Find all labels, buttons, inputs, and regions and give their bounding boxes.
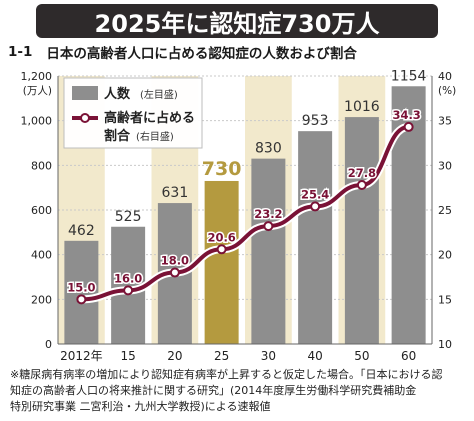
right-tick-label: 20 <box>438 249 452 262</box>
figure-number: 1-1 <box>8 44 33 60</box>
left-tick-label: 800 <box>31 159 52 172</box>
line-value-label: 34.3 <box>392 108 420 122</box>
line-point <box>123 285 134 296</box>
right-tick-label: 35 <box>438 115 452 128</box>
left-tick-label: 600 <box>31 204 52 217</box>
footnote-line: 知症の高齢者人口の将来推計に関する研究」(2014年度厚生労働科学研究費補助金 <box>10 384 417 397</box>
bar-value-label: 462 <box>68 223 95 239</box>
x-tick-label: 25 <box>214 349 229 363</box>
bar <box>344 117 379 344</box>
right-axis-unit: (%) <box>438 85 456 97</box>
bar <box>298 131 333 344</box>
x-tick-label: 60 <box>401 349 416 363</box>
left-tick-label: 1,000 <box>21 115 53 128</box>
footnote: ※糖尿病有病率の増加により認知症有病率が上昇すると仮定した場合。「日本における認… <box>10 367 468 415</box>
legend-bar-swatch <box>72 86 98 100</box>
left-axis-unit: (万人) <box>23 85 52 97</box>
left-tick-label: 200 <box>31 293 52 306</box>
left-tick-label: 400 <box>31 249 52 262</box>
bar-value-label: 730 <box>202 158 242 180</box>
bar <box>251 158 286 344</box>
line-value-label: 27.8 <box>348 166 376 180</box>
line-point <box>216 244 227 255</box>
left-tick-label: 0 <box>45 338 52 351</box>
legend-bar-note: (左目盛) <box>140 88 178 101</box>
line-point <box>263 221 274 232</box>
line-point <box>169 267 180 278</box>
footnote-line: 特別研究事業 二宮利治・九州大学教授)による速報値 <box>10 400 271 413</box>
line-value-label: 23.2 <box>254 207 282 221</box>
bar-value-label: 1016 <box>344 99 380 115</box>
right-tick-label: 25 <box>438 204 452 217</box>
line-point <box>356 179 367 190</box>
line-point <box>403 121 414 132</box>
bar <box>204 180 239 344</box>
x-tick-label: 30 <box>261 349 276 363</box>
line-value-label: 20.6 <box>207 230 235 244</box>
legend-bar-label: 人数 <box>104 86 131 102</box>
x-tick-label: 40 <box>307 349 322 363</box>
bar <box>64 240 99 344</box>
right-tick-label: 40 <box>438 70 452 83</box>
bar-value-label: 830 <box>255 141 282 157</box>
line-value-label: 25.4 <box>301 187 329 201</box>
bar-value-label: 525 <box>115 209 142 225</box>
line-value-label: 15.0 <box>67 280 95 294</box>
legend-line-marker <box>80 113 90 123</box>
x-tick-label: 15 <box>120 349 135 363</box>
line-point <box>310 201 321 212</box>
x-tick-label: 2012年 <box>60 349 103 363</box>
bar-value-label: 1154 <box>391 68 427 84</box>
legend-line-note: (右目盛) <box>136 130 174 143</box>
right-tick-label: 15 <box>438 293 452 306</box>
footnote-line: ※糖尿病有病率の増加により認知症有病率が上昇すると仮定した場合。「日本における認 <box>10 368 443 381</box>
headline-text: 2025年に認知症730万人 <box>94 9 380 38</box>
line-value-label: 16.0 <box>114 271 142 285</box>
left-tick-label: 1,200 <box>21 70 53 83</box>
line-value-label: 18.0 <box>161 254 189 268</box>
chart: 462 525 631 730 830 953 1016 1154 15.0 16.0 18.0 2… <box>21 68 457 363</box>
bar-value-label: 953 <box>302 113 329 129</box>
right-tick-label: 30 <box>438 159 452 172</box>
x-tick-label: 20 <box>167 349 182 363</box>
right-tick-label: 10 <box>438 338 452 351</box>
figure-title: 1-1 日本の高齢者人口に占める認知症の人数および割合 <box>8 42 468 62</box>
x-tick-label: 50 <box>354 349 369 363</box>
legend-line-label: 割合 <box>104 128 131 144</box>
line-point <box>76 294 87 305</box>
bar-value-label: 631 <box>162 185 189 201</box>
legend-line-label: 高齢者に占める <box>104 110 195 126</box>
headline-banner: 2025年に認知症730万人 <box>36 4 438 38</box>
figure-title-text: 日本の高齢者人口に占める認知症の人数および割合 <box>46 46 357 62</box>
